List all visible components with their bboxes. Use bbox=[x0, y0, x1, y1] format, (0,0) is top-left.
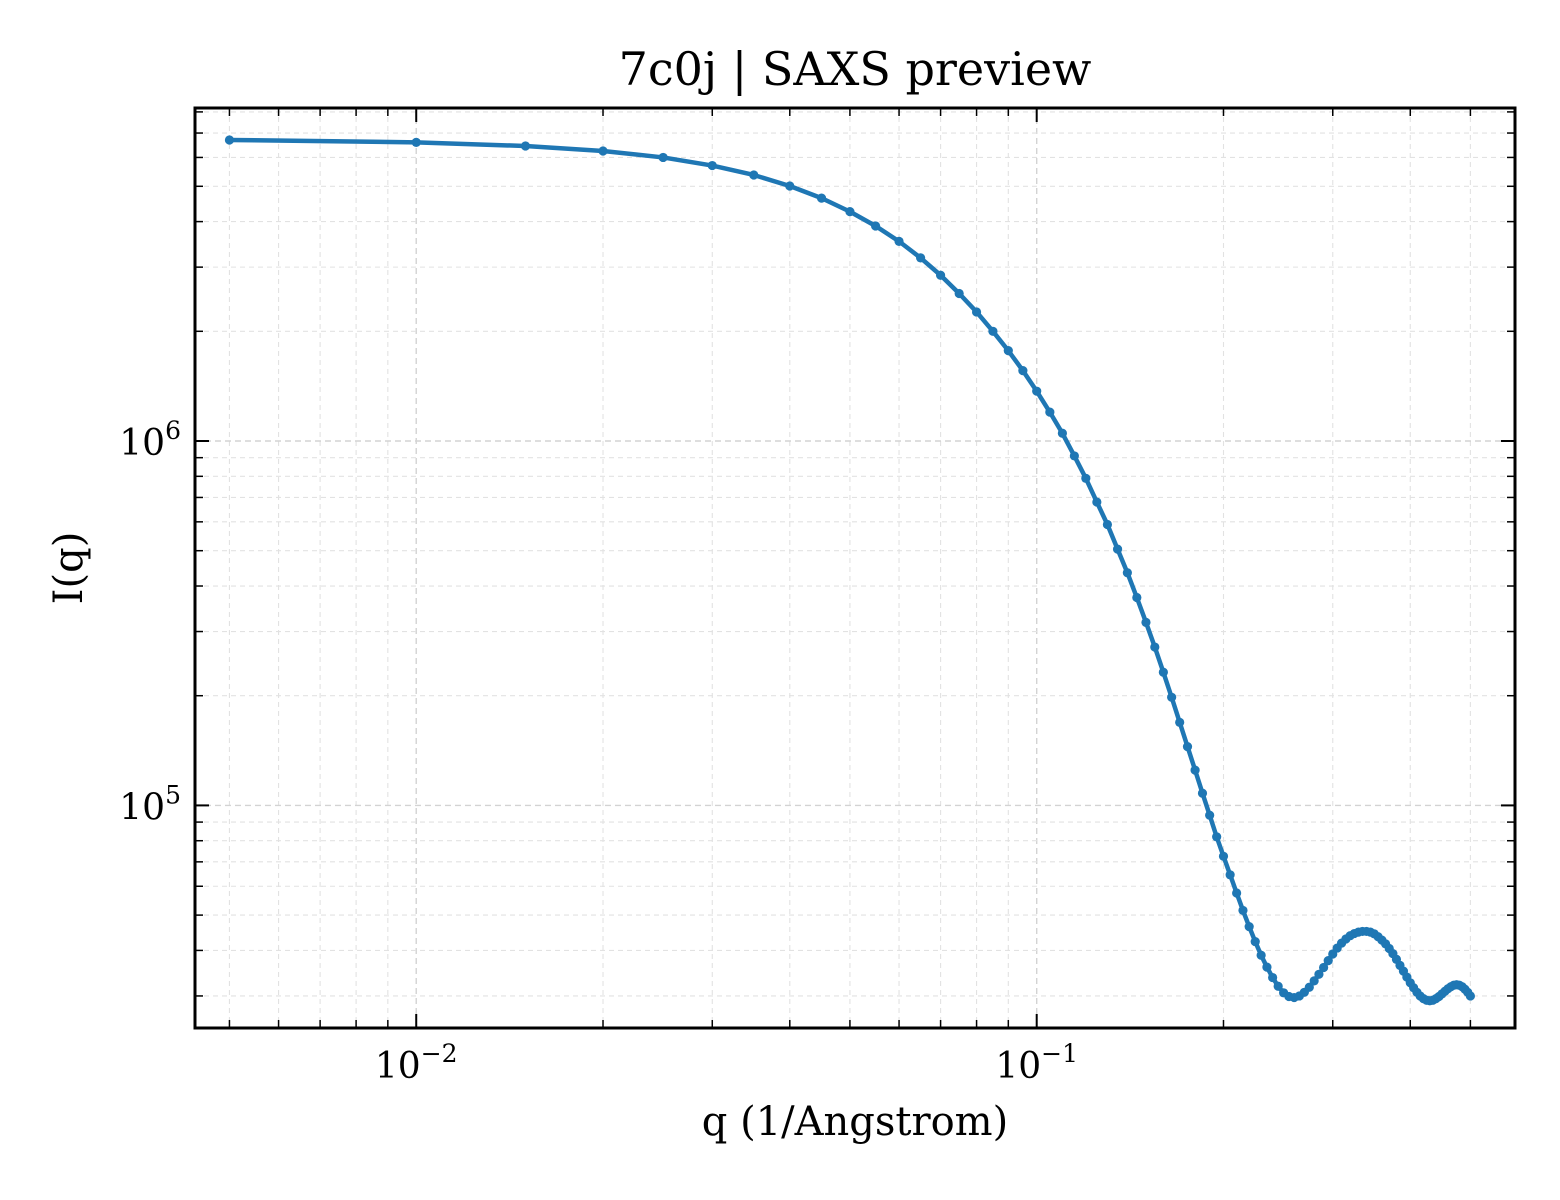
plot-frame bbox=[193, 106, 1517, 1030]
chart-title: 7c0j | SAXS preview bbox=[619, 42, 1092, 96]
data-point bbox=[1309, 976, 1319, 986]
data-point bbox=[1244, 921, 1254, 932]
data-point bbox=[1218, 851, 1229, 861]
data-point bbox=[988, 326, 998, 336]
data-point bbox=[1182, 742, 1193, 752]
data-point bbox=[598, 146, 608, 156]
data-point bbox=[1304, 982, 1314, 992]
data-point bbox=[1225, 870, 1235, 880]
data-point bbox=[785, 181, 795, 191]
data-point bbox=[411, 137, 421, 147]
data-point bbox=[1158, 667, 1168, 677]
data-point bbox=[816, 193, 827, 203]
data-point bbox=[1003, 346, 1013, 356]
data-point bbox=[1102, 519, 1112, 530]
data-point bbox=[1190, 765, 1200, 775]
data-point bbox=[1323, 956, 1333, 966]
data-point bbox=[1122, 568, 1132, 578]
data-point bbox=[1197, 788, 1208, 798]
data-point bbox=[1092, 497, 1102, 507]
y-tick-label: 106 bbox=[119, 416, 181, 464]
y-axis-label: I(q) bbox=[46, 532, 92, 605]
data-point bbox=[1268, 972, 1278, 983]
data-point bbox=[1250, 936, 1260, 947]
data-point bbox=[1150, 642, 1160, 652]
data-point bbox=[971, 307, 982, 317]
data-point bbox=[1273, 981, 1283, 991]
data-point bbox=[1314, 969, 1324, 979]
data-point bbox=[845, 207, 855, 217]
data-point bbox=[1032, 386, 1042, 396]
data-point bbox=[1262, 962, 1272, 972]
data-point bbox=[1132, 592, 1142, 603]
data-point bbox=[1256, 950, 1266, 960]
data-point bbox=[871, 221, 881, 231]
data-point bbox=[1045, 407, 1055, 417]
data-point bbox=[1238, 905, 1248, 916]
data-point bbox=[1319, 962, 1329, 973]
data-point bbox=[935, 270, 946, 280]
x-axis-label: q (1/Angstrom) bbox=[702, 1099, 1008, 1145]
data-point bbox=[1141, 617, 1151, 627]
data-point bbox=[1167, 692, 1177, 702]
data-point bbox=[1205, 810, 1215, 820]
data-point bbox=[1112, 544, 1123, 554]
data-point bbox=[520, 141, 531, 151]
data-point bbox=[954, 288, 964, 299]
x-tick-label: 10−2 bbox=[375, 1039, 458, 1087]
data-point bbox=[894, 236, 904, 246]
data-point bbox=[1175, 717, 1185, 727]
data-point bbox=[1069, 451, 1079, 461]
y-tick-label: 105 bbox=[119, 780, 181, 828]
data-point bbox=[916, 253, 926, 263]
x-tick-label: 10−1 bbox=[995, 1039, 1078, 1087]
grid bbox=[195, 108, 1515, 1028]
data-point bbox=[707, 160, 717, 171]
data-point bbox=[1057, 428, 1067, 438]
data-point bbox=[1465, 991, 1475, 1001]
tick-labels: 10−2 10−1 105 106 bbox=[119, 416, 1078, 1087]
data-point bbox=[1081, 473, 1091, 483]
data-point bbox=[1018, 366, 1028, 376]
data-point bbox=[224, 135, 235, 145]
data-point bbox=[749, 170, 759, 180]
data-point bbox=[1212, 832, 1222, 842]
data-point bbox=[1232, 888, 1242, 898]
data-point bbox=[658, 152, 668, 163]
series bbox=[224, 135, 1475, 1006]
